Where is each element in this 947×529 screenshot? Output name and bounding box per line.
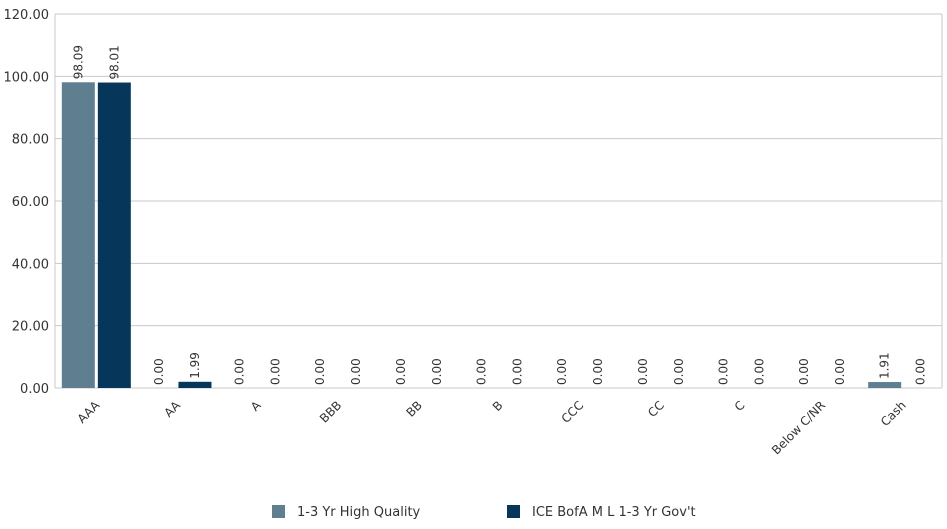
y-tick-label: 80.00	[12, 133, 49, 148]
y-axis: 0.00 20.00 40.00 60.00 80.00 100.00 120.00	[4, 8, 50, 397]
x-tick-label: CC	[645, 398, 667, 420]
data-label: 0.00	[833, 358, 847, 385]
data-label: 98.01	[107, 45, 121, 79]
data-label: 1.99	[188, 352, 202, 379]
data-label: 1.91	[878, 352, 892, 379]
data-label: 0.00	[752, 358, 766, 385]
data-label: 0.00	[394, 358, 408, 385]
data-label: 0.00	[269, 358, 283, 385]
x-tick-label: AA	[161, 398, 183, 420]
x-axis: AAA AA A BBB BB B CCC CC C Below C/NR Cash	[75, 398, 909, 458]
data-label: 0.00	[716, 358, 730, 385]
x-tick-label: A	[248, 398, 264, 414]
data-label: 0.00	[475, 358, 489, 385]
data-label: 0.00	[797, 358, 811, 385]
bar	[868, 382, 902, 388]
x-tick-label: AAA	[75, 398, 103, 426]
y-tick-label: 100.00	[4, 70, 50, 85]
legend-swatch	[507, 505, 520, 518]
data-label: 0.00	[636, 358, 650, 385]
x-tick-label: Cash	[878, 398, 909, 429]
y-tick-label: 60.00	[12, 195, 49, 210]
grid-lines	[54, 13, 943, 389]
legend-label: ICE BofA M L 1-3 Yr Gov't	[532, 505, 696, 520]
y-tick-label: 40.00	[12, 257, 49, 272]
x-tick-label: B	[490, 398, 506, 414]
x-tick-label: BBB	[317, 398, 344, 425]
y-tick-label: 0.00	[20, 382, 49, 397]
data-label: 0.00	[233, 358, 247, 385]
data-label: 98.09	[71, 45, 85, 79]
bars: 98.09 98.01 0.00 1.99 0.00 0.00 0.00 0.00 0.00 0.…	[61, 45, 928, 389]
x-tick-label: BB	[403, 398, 425, 420]
data-label: 0.00	[672, 358, 686, 385]
bar	[178, 381, 212, 388]
bar	[61, 82, 95, 388]
data-label: 0.00	[313, 358, 327, 385]
y-tick-label: 20.00	[12, 320, 49, 335]
data-label: 0.00	[914, 358, 928, 385]
data-label: 0.00	[511, 358, 525, 385]
data-label: 0.00	[430, 358, 444, 385]
data-label: 0.00	[555, 358, 569, 385]
data-label: 0.00	[152, 358, 166, 385]
bar	[97, 82, 131, 389]
x-tick-label: C	[732, 398, 748, 414]
legend-swatch	[272, 505, 285, 518]
data-label: 0.00	[591, 358, 605, 385]
legend-label: 1-3 Yr High Quality	[297, 505, 421, 520]
x-tick-label: CCC	[559, 398, 587, 426]
x-tick-label: Below C/NR	[769, 398, 828, 457]
legend: 1-3 Yr High Quality ICE BofA M L 1-3 Yr G…	[272, 505, 696, 520]
y-tick-label: 120.00	[4, 8, 50, 23]
data-label: 0.00	[349, 358, 363, 385]
